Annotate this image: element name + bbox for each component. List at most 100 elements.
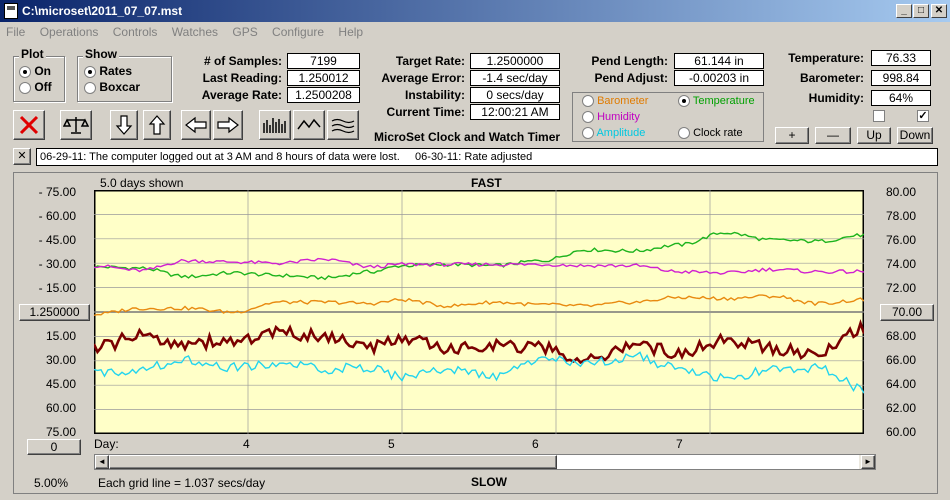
humidity-label: Humidity:: [808, 91, 864, 105]
left-axis-tick: 15.00: [45, 329, 76, 343]
sensor-clock-rate-label: Clock rate: [693, 127, 743, 139]
bars-view-button[interactable]: [259, 110, 291, 140]
sensor-temperature-radio[interactable]: [678, 95, 690, 108]
plot-on-radio[interactable]: [19, 65, 31, 78]
sensor-barometer-radio[interactable]: [582, 95, 594, 108]
plot-off-option[interactable]: Off: [19, 80, 52, 94]
zero-button[interactable]: 0: [27, 439, 81, 455]
window-title: C:\microset\2011_07_07.mst: [22, 4, 183, 18]
target-rate-value[interactable]: 1.2500000: [470, 53, 560, 69]
pend-adjust-value: -0.00203 in: [674, 70, 764, 86]
left-axis-tick: 75.00: [45, 425, 76, 439]
scroll-track[interactable]: [557, 455, 859, 469]
option-checkbox-2[interactable]: ✓: [917, 110, 929, 122]
multi-line-view-button[interactable]: [327, 110, 359, 140]
arrow-left-button[interactable]: [181, 110, 211, 140]
scale-down-button[interactable]: Down: [897, 127, 933, 144]
sensor-amplitude[interactable]: Amplitude: [582, 127, 646, 140]
show-rates-option[interactable]: Rates: [84, 64, 132, 78]
line-view-button[interactable]: [293, 110, 325, 140]
scroll-left-button[interactable]: ◄: [95, 455, 109, 469]
current-time-value: 12:00:21 AM: [470, 104, 560, 120]
left-axis-tick: - 75.00: [38, 185, 76, 199]
grid-lines: [94, 190, 864, 434]
right-axis-tick: 62.00: [886, 401, 917, 415]
option-checkbox-1[interactable]: [873, 110, 885, 122]
menu-controls[interactable]: Controls: [112, 25, 158, 39]
show-rates-label: Rates: [99, 64, 133, 78]
day-tick: 7: [676, 437, 683, 451]
grid-note: Each grid line = 1.037 secs/day: [98, 476, 266, 490]
show-boxcar-option[interactable]: Boxcar: [84, 80, 140, 94]
sensor-amplitude-label: Amplitude: [596, 127, 646, 139]
menu-file[interactable]: File: [6, 25, 26, 39]
scroll-thumb[interactable]: [109, 455, 557, 469]
center-rate-button[interactable]: 1.250000: [19, 304, 90, 321]
sensor-clock-rate[interactable]: Clock rate: [678, 127, 743, 140]
plot-off-radio[interactable]: [19, 81, 31, 94]
right-axis-tick: 80.00: [886, 185, 917, 199]
histogram-icon: [263, 118, 286, 133]
menu-gps[interactable]: GPS: [232, 25, 258, 39]
menu-configure[interactable]: Configure: [272, 25, 325, 39]
arrow-right-icon: [217, 116, 239, 134]
arrow-up-button[interactable]: [143, 110, 171, 140]
arrow-down-icon: [115, 115, 133, 135]
last-reading-value: 1.250012: [287, 70, 360, 86]
average-error-label: Average Error:: [381, 71, 465, 85]
average-rate-value: 1.2500208: [287, 87, 360, 103]
arrow-right-button[interactable]: [213, 110, 243, 140]
samples-value: 7199: [287, 53, 360, 69]
scroll-right-button[interactable]: ►: [861, 455, 875, 469]
sensor-barometer[interactable]: Barometer: [582, 95, 648, 108]
sensor-selector: [572, 92, 764, 142]
sensor-amplitude-radio[interactable]: [582, 127, 594, 140]
sensor-clock-rate-radio[interactable]: [678, 127, 690, 140]
left-axis-tick: 60.00: [45, 401, 76, 415]
sensor-humidity[interactable]: Humidity: [582, 111, 640, 124]
day-axis-label: Day:: [94, 437, 119, 451]
right-center-button[interactable]: 70.00: [880, 304, 934, 321]
fast-label: FAST: [471, 176, 502, 190]
line-wave-icon: [297, 118, 321, 130]
show-rates-radio[interactable]: [84, 65, 96, 78]
show-group-title: Show: [83, 47, 119, 61]
show-boxcar-label: Boxcar: [99, 80, 141, 94]
minimize-button[interactable]: _: [896, 4, 912, 18]
stop-button[interactable]: [13, 110, 45, 140]
close-window-button[interactable]: ✕: [931, 4, 947, 18]
rate-chart[interactable]: [94, 190, 864, 434]
right-axis-tick: 74.00: [886, 257, 917, 271]
scale-up-button[interactable]: Up: [857, 127, 891, 144]
pend-length-value[interactable]: 61.144 in: [674, 53, 764, 69]
notes-close-button[interactable]: ✕: [13, 148, 31, 165]
arrow-up-icon: [148, 115, 166, 135]
left-axis-tick: - 45.00: [38, 233, 76, 247]
program-title: MicroSet Clock and Watch Timer: [374, 130, 561, 144]
maximize-button[interactable]: □: [913, 4, 929, 18]
plot-on-option[interactable]: On: [19, 64, 51, 78]
zoom-level: 5.00%: [34, 476, 69, 490]
plot-off-label: Off: [34, 80, 52, 94]
menu-watches[interactable]: Watches: [171, 25, 219, 39]
day-tick: 6: [532, 437, 539, 451]
series-lines: [94, 231, 864, 394]
horizontal-scrollbar[interactable]: ◄ ►: [94, 454, 876, 470]
balance-button[interactable]: [60, 110, 92, 140]
plot-on-label: On: [34, 64, 52, 78]
sensor-temperature[interactable]: Temperature: [678, 95, 755, 108]
scale-plus-button[interactable]: +: [775, 127, 809, 144]
show-boxcar-radio[interactable]: [84, 81, 96, 94]
instability-value: 0 secs/day: [470, 87, 560, 103]
notes-field[interactable]: 06-29-11: The computer logged out at 3 A…: [36, 148, 938, 166]
title-bar: C:\microset\2011_07_07.mst _ □ ✕: [0, 0, 950, 22]
scale-minus-button[interactable]: —: [815, 127, 851, 144]
menu-operations[interactable]: Operations: [39, 25, 99, 39]
app-icon[interactable]: [4, 3, 18, 19]
series-humidity: [94, 257, 864, 275]
right-axis-tick: 66.00: [886, 353, 917, 367]
menu-help[interactable]: Help: [338, 25, 364, 39]
arrow-down-button[interactable]: [110, 110, 138, 140]
sensor-humidity-radio[interactable]: [582, 111, 594, 124]
series-temperature: [94, 231, 864, 281]
